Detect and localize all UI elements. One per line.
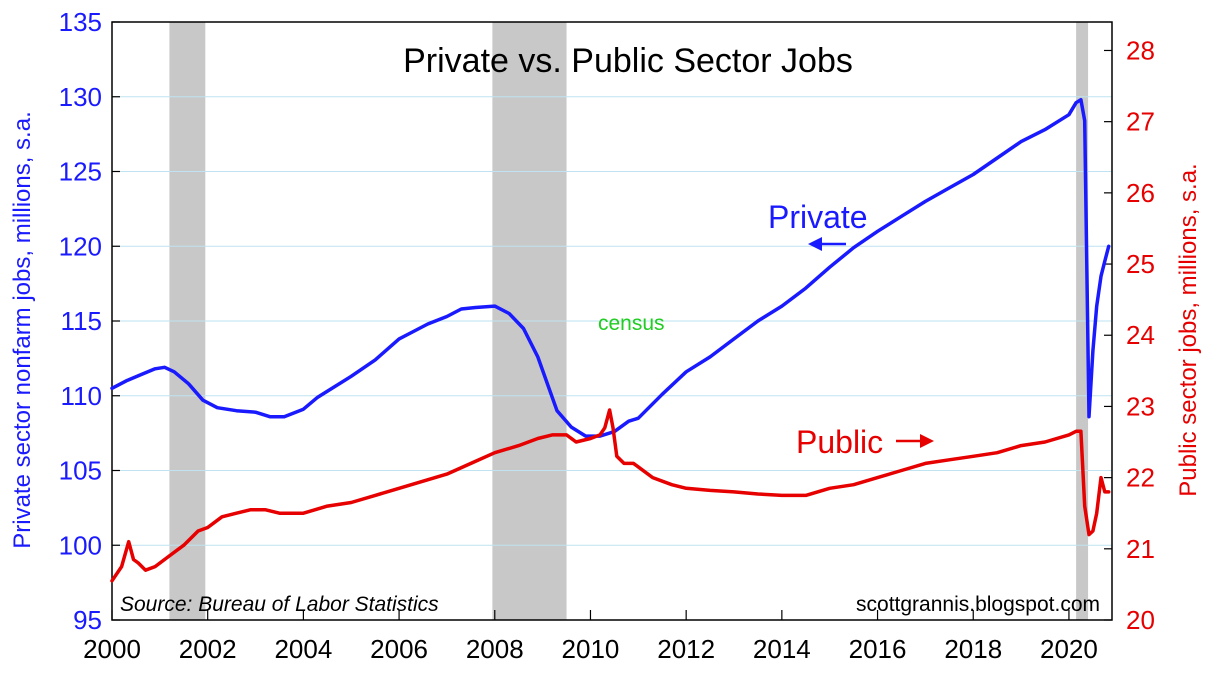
left-tick-label: 120	[59, 231, 102, 261]
x-tick-label: 2014	[753, 634, 811, 664]
x-tick-label: 2010	[562, 634, 620, 664]
left-tick-label: 125	[59, 157, 102, 187]
right-tick-label: 23	[1126, 391, 1155, 421]
right-tick-label: 26	[1126, 178, 1155, 208]
private-series-label: Private	[768, 199, 868, 235]
right-axis-title: Public sector jobs, millions, s.a.	[1175, 163, 1202, 496]
left-tick-label: 95	[73, 605, 102, 635]
gridlines	[112, 96, 1112, 546]
right-tick-label: 27	[1126, 107, 1155, 137]
right-tick-label: 28	[1126, 35, 1155, 65]
x-tick-label: 2012	[657, 634, 715, 664]
left-tick-label: 115	[61, 306, 102, 336]
right-tick-label: 22	[1126, 463, 1155, 493]
x-tick-label: 2016	[849, 634, 907, 664]
left-tick-label: 130	[59, 82, 102, 112]
left-tick-label: 110	[61, 381, 102, 411]
private-arrow-icon	[808, 237, 846, 251]
credit-note: scottgrannis.blogspot.com	[856, 593, 1100, 616]
public-series-label: Public	[796, 424, 883, 460]
x-tick-label: 2018	[944, 634, 1002, 664]
source-note: Source: Bureau of Labor Statistics	[120, 593, 439, 616]
census-annotation: census	[598, 312, 665, 335]
x-tick-label: 2004	[274, 634, 332, 664]
series-line-private	[110, 97, 1111, 438]
axis-ticks: 95 100 105 110 115 120 125 130 135 20 21 22 23 24 25 26…	[59, 7, 1155, 664]
chart-title: Private vs. Public Sector Jobs	[403, 42, 853, 80]
x-tick-label: 2002	[179, 634, 237, 664]
public-arrow-icon	[896, 434, 934, 448]
right-tick-label: 20	[1126, 605, 1155, 635]
right-tick-label: 21	[1126, 534, 1155, 564]
right-tick-label: 24	[1126, 320, 1155, 350]
left-tick-label: 135	[59, 7, 102, 37]
x-tick-label: 2006	[370, 634, 428, 664]
left-axis-title: Private sector nonfarm jobs, millions, s…	[9, 111, 36, 549]
x-tick-label: 2008	[466, 634, 524, 664]
series-line-public	[110, 408, 1111, 583]
left-tick-label: 105	[59, 456, 102, 486]
x-tick-label: 2000	[83, 634, 141, 664]
series-lines	[110, 97, 1111, 583]
right-tick-label: 25	[1126, 249, 1155, 279]
x-tick-label: 2020	[1040, 634, 1098, 664]
left-tick-label: 100	[59, 530, 102, 560]
